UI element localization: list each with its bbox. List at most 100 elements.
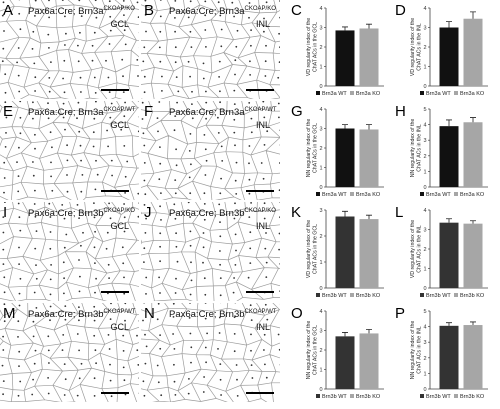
panel-letter: B xyxy=(144,3,154,18)
y-tick-label: 0 xyxy=(319,286,322,292)
scale-bar xyxy=(246,291,274,293)
y-tick-label: 3 xyxy=(319,127,322,133)
genotype-allele: CKOAP/KO xyxy=(245,208,276,214)
y-tick-label: 2 xyxy=(423,45,426,51)
panel-letter: I xyxy=(3,205,7,220)
bar xyxy=(360,333,379,389)
y-axis-label: VD regularity index of the xyxy=(410,220,416,278)
legend-swatch xyxy=(350,394,354,398)
genotype-allele: CKOAP/KO xyxy=(245,6,276,12)
y-axis-label: ChAT ACs in the INL xyxy=(417,225,423,272)
y-tick-label: 5 xyxy=(423,309,426,315)
panel-letter: E xyxy=(3,104,13,119)
legend-label: Brn3b KO xyxy=(356,293,381,299)
y-tick-label: 4 xyxy=(423,208,426,214)
error-bar xyxy=(342,332,348,336)
y-tick-label: 1 xyxy=(319,166,322,172)
bar xyxy=(360,28,379,86)
genotype-prefix: Pax6a:Cre; Brn3a xyxy=(28,107,104,118)
legend-swatch xyxy=(454,293,458,297)
y-tick-label: 4 xyxy=(319,309,322,315)
y-axis-label: NN regularity index of the xyxy=(410,119,416,178)
scale-bar xyxy=(101,89,129,91)
bar xyxy=(464,224,483,288)
bar xyxy=(440,326,459,389)
layer-label: GCL xyxy=(110,323,129,332)
error-bar xyxy=(446,219,452,223)
bar xyxy=(440,28,459,87)
legend-swatch xyxy=(420,192,424,196)
panel-letter: L xyxy=(395,204,403,221)
panel-letter: A xyxy=(3,3,13,18)
y-tick-label: 2 xyxy=(423,356,426,362)
legend-swatch xyxy=(316,192,320,196)
error-bar xyxy=(366,125,372,130)
y-tick-label: 4 xyxy=(319,107,322,113)
error-bar xyxy=(446,22,452,28)
layer-label: INL xyxy=(256,222,270,231)
panel-letter: P xyxy=(395,305,405,322)
legend-swatch xyxy=(350,91,354,95)
bar xyxy=(360,129,379,187)
legend-label: Brn3a WT xyxy=(322,192,347,198)
layer-label: INL xyxy=(256,121,270,130)
y-tick-label: 0 xyxy=(423,84,426,90)
legend-label: Brn3a KO xyxy=(460,192,485,198)
y-tick-label: 2 xyxy=(319,45,322,51)
y-axis-label: ChAT ACs in the INL xyxy=(417,124,423,171)
panel-letter: N xyxy=(144,306,155,321)
layer-label: GCL xyxy=(110,121,129,130)
y-tick-label: 0 xyxy=(423,286,426,292)
y-tick-label: 3 xyxy=(423,26,426,32)
y-tick-label: 4 xyxy=(319,6,322,12)
genotype-prefix: Pax6a:Cre; Brn3b xyxy=(28,208,104,219)
legend-swatch xyxy=(454,192,458,196)
scale-bar xyxy=(101,392,129,394)
error-bar xyxy=(342,27,348,31)
y-tick-label: 4 xyxy=(423,325,426,331)
bar xyxy=(464,122,483,187)
genotype-label: Pax6a:Cre; Brn3bCKOAP/KO xyxy=(28,208,135,219)
genotype-allele: CKOAP/WT xyxy=(245,309,277,315)
bar xyxy=(336,336,355,389)
y-tick-label: 2 xyxy=(423,154,426,160)
y-axis-label: ChAT ACs in the GCL xyxy=(313,325,319,375)
error-bar xyxy=(366,24,372,28)
error-bar xyxy=(470,118,476,123)
error-bar xyxy=(470,322,476,325)
y-tick-label: 3 xyxy=(319,329,322,335)
bar xyxy=(440,223,459,288)
bar xyxy=(464,19,483,86)
y-axis-label: NN regularity index of the xyxy=(306,119,312,178)
error-bar xyxy=(470,12,476,19)
y-tick-label: 3 xyxy=(319,208,322,214)
legend-label: Brn3b WT xyxy=(322,394,347,400)
bar xyxy=(440,126,459,187)
y-axis-label: VD regularity index of the xyxy=(306,220,312,278)
y-tick-label: 2 xyxy=(319,146,322,152)
y-tick-label: 2 xyxy=(319,348,322,354)
legend-swatch xyxy=(350,192,354,196)
y-axis-label: VD regularity index of the xyxy=(306,18,312,76)
y-tick-label: 3 xyxy=(423,340,426,346)
error-bar xyxy=(342,211,348,216)
legend-swatch xyxy=(316,394,320,398)
genotype-label: Pax6a:Cre; Brn3bCKOAP/KO xyxy=(169,208,276,219)
y-tick-label: 1 xyxy=(319,65,322,71)
genotype-label: Pax6a:Cre; Brn3bCKOAP/WT xyxy=(28,309,136,320)
y-tick-label: 2 xyxy=(423,247,426,253)
legend-label: Brn3b WT xyxy=(322,293,347,299)
bar xyxy=(336,30,355,86)
y-tick-label: 1 xyxy=(423,371,426,377)
bar xyxy=(336,217,355,289)
panel-letter: G xyxy=(291,103,303,120)
legend-label: Brn3a KO xyxy=(356,192,381,198)
genotype-label: Pax6a:Cre; Brn3aCKOAP/KO xyxy=(28,6,135,17)
